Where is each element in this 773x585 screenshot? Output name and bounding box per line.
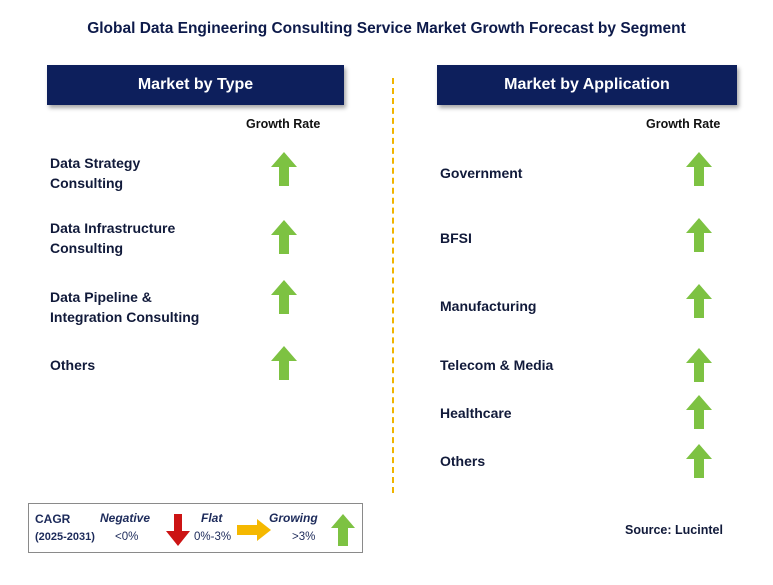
type-item-line2: Consulting [50,240,124,256]
type-panel-header-label: Market by Type [137,76,254,93]
legend-cagr-label: CAGR [35,512,71,526]
application-item-bfsi: BFSI [440,230,472,246]
legend-flat-value: 0%-3% [194,531,232,543]
legend-period-label: (2025-2031) [35,531,95,543]
source-label: Source: Lucintel [625,523,723,537]
legend-flat-label: Flat [201,511,223,525]
type-item-data-pipeline: Data Pipeline & Integration Consulting [50,287,199,327]
application-item-others: Others [440,453,486,469]
application-item-government: Government [440,165,523,181]
type-item-others: Others [50,355,95,375]
page-title: Global Data Engineering Consulting Servi… [87,20,686,37]
growing-arrow-icon [686,395,712,429]
application-panel-header-label: Market by Application [504,76,670,93]
type-item-line2: Integration Consulting [50,309,200,325]
growing-arrow-icon [686,444,712,478]
application-item-telecom-media: Telecom & Media [440,357,554,373]
type-growth-rate-label: Growth Rate [246,117,321,131]
growing-arrow-icon [686,284,712,318]
flat-arrow-icon [237,519,271,546]
type-item-data-infrastructure: Data Infrastructure Consulting [50,218,175,258]
growing-arrow-icon [271,346,297,380]
application-item-healthcare: Healthcare [440,405,512,421]
type-item-line2: Consulting [50,175,124,191]
negative-arrow-icon [166,514,190,551]
application-growth-rate-label: Growth Rate [646,117,721,131]
cagr-legend: CAGR (2025-2031) Negative <0% Flat 0%-3%… [28,503,363,553]
type-item-line1: Data Strategy [50,155,141,171]
growing-arrow-icon [686,218,712,252]
legend-growing-value: >3% [292,531,316,543]
growing-arrow-icon [331,514,355,551]
type-item-line1: Others [50,357,96,373]
growing-arrow-icon [271,152,297,186]
type-panel-header: Market by Type [47,65,344,105]
application-panel-header: Market by Application [437,65,737,105]
growing-arrow-icon [686,348,712,382]
growing-arrow-icon [271,220,297,254]
application-item-manufacturing: Manufacturing [440,298,537,314]
type-item-line1: Data Pipeline & [50,289,152,305]
type-item-data-strategy: Data Strategy Consulting [50,153,140,193]
growing-arrow-icon [271,280,297,314]
panel-divider [392,78,394,493]
growing-arrow-icon [686,152,712,186]
type-item-line1: Data Infrastructure [50,220,176,236]
legend-negative-value: <0% [115,531,139,543]
legend-growing-label: Growing [269,511,318,525]
legend-negative-label: Negative [100,511,151,525]
